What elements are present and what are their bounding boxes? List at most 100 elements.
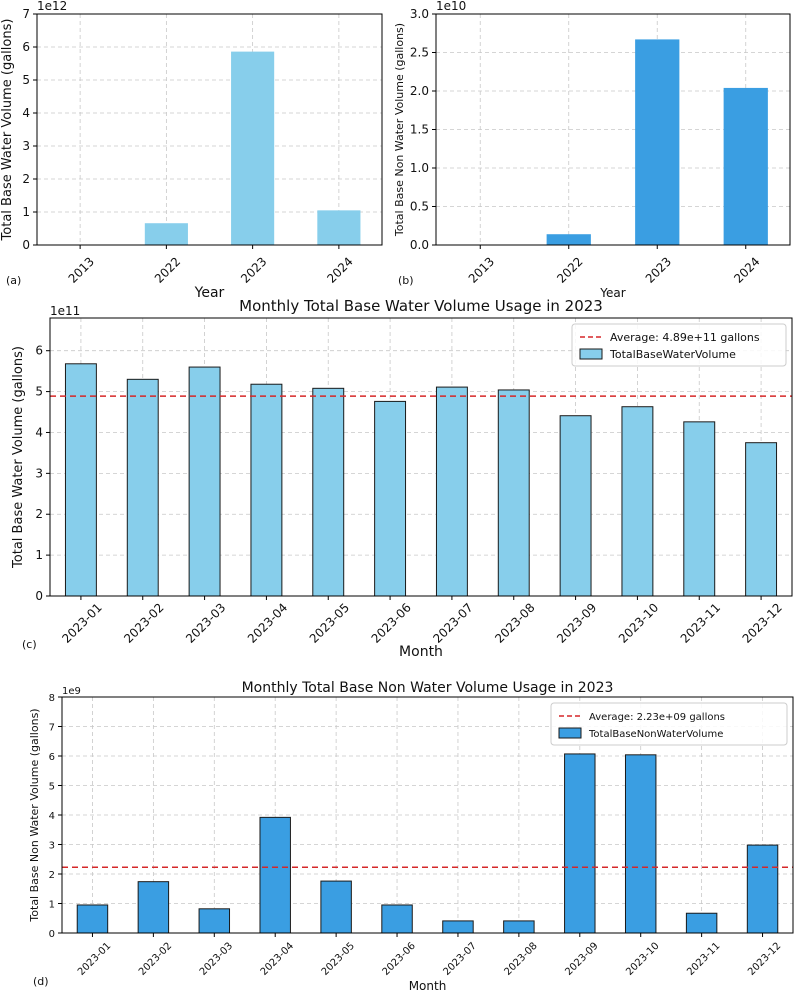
legend-label: TotalBaseWaterVolume [609, 348, 736, 361]
x-tick-label: 2023-02 [137, 941, 174, 978]
bar-2023-07 [442, 920, 474, 934]
bar-2023-08 [503, 920, 535, 934]
chart-title: Monthly Total Base Non Water Volume Usag… [242, 680, 614, 696]
bar-2023-12 [745, 442, 778, 597]
y-tick-label: 5 [35, 385, 43, 399]
legend-box [571, 323, 787, 367]
x-tick-label: 2024 [731, 254, 762, 285]
legend-label: TotalBaseNonWaterVolume [588, 729, 723, 740]
axis-multiplier: 1e11 [50, 304, 80, 318]
y-tick-label: 1 [35, 548, 43, 562]
bar-2024 [723, 87, 768, 245]
chart-title: Monthly Total Base Water Volume Usage in… [239, 297, 603, 315]
y-tick-label: 3 [22, 139, 30, 153]
bar-2023-01 [76, 904, 109, 934]
y-tick-label: 2 [22, 172, 30, 186]
y-tick-label: 0 [22, 238, 30, 252]
bar-2023 [231, 51, 275, 246]
y-tick-label: 4 [49, 811, 55, 822]
y-tick-label: 0.5 [410, 200, 429, 214]
x-axis-label: Year [194, 285, 225, 301]
panel-label: (a) [6, 274, 21, 287]
bar-2023-08 [497, 389, 530, 597]
x-tick-label: 2023-05 [320, 941, 357, 978]
y-tick-label: 1 [22, 205, 30, 219]
x-tick-label: 2023-10 [616, 600, 661, 645]
x-tick-label: 2023-12 [740, 600, 785, 645]
bar-2023-06 [381, 904, 413, 934]
y-tick-label: 6 [35, 344, 43, 358]
x-tick-label: 2022 [152, 254, 183, 285]
x-tick-label: 2023-09 [563, 941, 600, 978]
legend-box [550, 702, 788, 746]
x-tick-label: 2023-01 [59, 600, 104, 645]
legend-label: Average: 4.89e+11 gallons [610, 331, 760, 344]
y-tick-label: 4 [22, 106, 30, 120]
x-tick-label: 2023-08 [502, 941, 539, 978]
y-tick-label: 0 [49, 929, 55, 940]
x-tick-label: 2023-05 [307, 600, 352, 645]
bar-2023-03 [188, 366, 221, 597]
x-tick-label: 2024 [324, 254, 355, 285]
axis-multiplier: 1e10 [436, 0, 466, 13]
y-tick-label: 2 [35, 507, 43, 521]
bar-2023-03 [198, 908, 231, 934]
x-tick-label: 2023-09 [554, 600, 599, 645]
x-tick-label: 2023-08 [492, 600, 537, 645]
x-tick-label: 2013 [66, 254, 97, 285]
bar-2023-05 [320, 880, 352, 934]
bar-2023-04 [250, 383, 283, 597]
bar-2023-01 [64, 363, 97, 597]
bar-2024 [317, 210, 361, 245]
chart-panel-b: 0.0 0.5 1.0 1.5 2.0 2.5 3.0 2013 2022 2023 2024 1e1… [393, 0, 791, 300]
y-tick-label: 8 [49, 693, 55, 704]
bar-2023-02 [126, 378, 159, 597]
bar-2023-12 [746, 844, 779, 934]
x-tick-label: 2023-07 [442, 941, 479, 978]
x-tick-label: 2022 [554, 254, 585, 285]
x-tick-label: 2023-04 [245, 600, 290, 645]
x-tick-label: 2023-06 [369, 600, 414, 645]
bar-2023-11 [683, 421, 716, 597]
y-axis-label: Total Base Water Volume (gallons) [0, 19, 15, 242]
chart-panel-d: 0 1 2 3 4 5 6 7 8 2023-01 2023-02 2023-03 2023-04 202… [28, 680, 794, 993]
x-axis-label: Month [399, 644, 443, 660]
x-tick-label: 2023-02 [121, 600, 166, 645]
bar-2023-04 [259, 816, 291, 934]
x-tick-label: 2023-11 [678, 600, 723, 645]
y-tick-label: 2.5 [410, 46, 429, 60]
bar-2022 [546, 234, 591, 245]
x-tick-label: 2023-07 [430, 600, 475, 645]
legend: Average: 4.89e+11 gallons TotalBaseWaterV… [571, 323, 787, 367]
y-tick-label: 0 [35, 589, 43, 603]
y-tick-label: 7 [49, 723, 55, 734]
y-tick-label: 7 [22, 7, 30, 21]
bar-2023-09 [564, 753, 596, 934]
x-axis-label: Year [599, 286, 625, 300]
x-axis-label: Month [409, 979, 447, 993]
x-tick-label: 2023 [238, 254, 269, 285]
axis-multiplier: 1e12 [37, 0, 67, 13]
bar-2023-10 [621, 406, 654, 597]
y-tick-label: 5 [49, 782, 55, 793]
y-tick-label: 3.0 [410, 7, 429, 21]
y-tick-label: 3 [49, 841, 55, 852]
bar-2023-02 [137, 881, 170, 934]
y-tick-label: 4 [35, 425, 43, 439]
legend-label: Average: 2.23e+09 gallons [589, 712, 725, 723]
bar-2023-05 [312, 387, 345, 597]
x-tick-label: 2013 [466, 254, 497, 285]
panel-label: (b) [398, 274, 414, 287]
y-tick-label: 5 [22, 73, 30, 87]
x-tick-label: 2023-03 [198, 941, 235, 978]
x-tick-label: 2023-01 [76, 941, 113, 978]
panel-label: (d) [33, 975, 49, 988]
x-tick-label: 2023-06 [381, 941, 418, 978]
bar-2023 [635, 39, 680, 245]
legend-bar-swatch [579, 348, 603, 360]
axis-multiplier: 1e9 [62, 686, 81, 697]
x-tick-label: 2023 [643, 254, 674, 285]
plot-frame [49, 317, 793, 597]
x-tick-label: 2023-10 [624, 941, 661, 978]
